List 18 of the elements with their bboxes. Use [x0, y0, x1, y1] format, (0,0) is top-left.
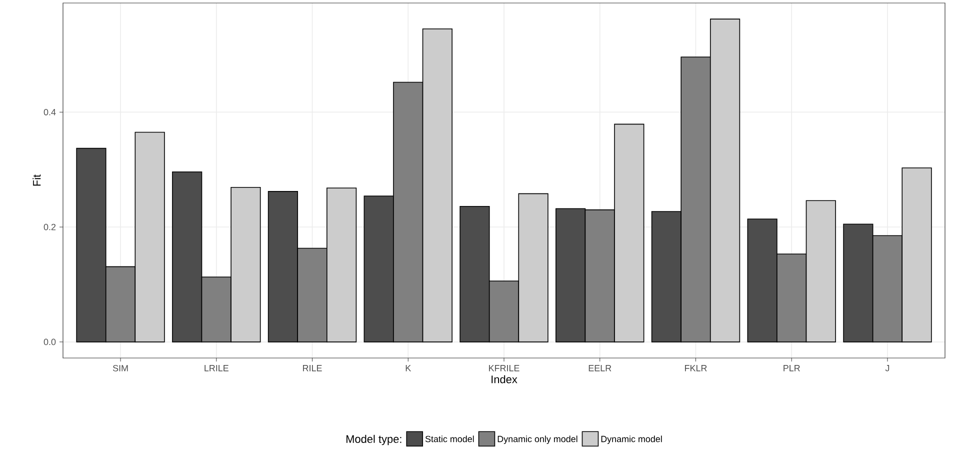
y-tick-label: 0.2 [44, 224, 56, 230]
legend-title: Model type: [346, 434, 402, 446]
legend-label: Dynamic only model [498, 436, 578, 444]
x-tick-label: SIM [112, 365, 128, 372]
x-tick-label: J [885, 365, 890, 372]
legend-label: Dynamic model [601, 436, 662, 444]
x-tick-label: KFRILE [489, 365, 520, 372]
x-tick-label: EELR [588, 365, 612, 372]
x-tick-label: LRILE [204, 365, 228, 372]
x-tick-label: RILE [303, 365, 322, 372]
x-tick-label: FKLR [685, 365, 707, 372]
y-axis-title: Fit [32, 174, 41, 186]
x-tick-label: K [406, 365, 412, 372]
y-tick-label: 0.4 [44, 108, 56, 116]
y-tick-label: 0.0 [44, 338, 56, 346]
legend-label: Static model [425, 436, 474, 442]
x-tick-label: PLR [784, 365, 800, 372]
x-axis-title: Index [492, 375, 518, 384]
